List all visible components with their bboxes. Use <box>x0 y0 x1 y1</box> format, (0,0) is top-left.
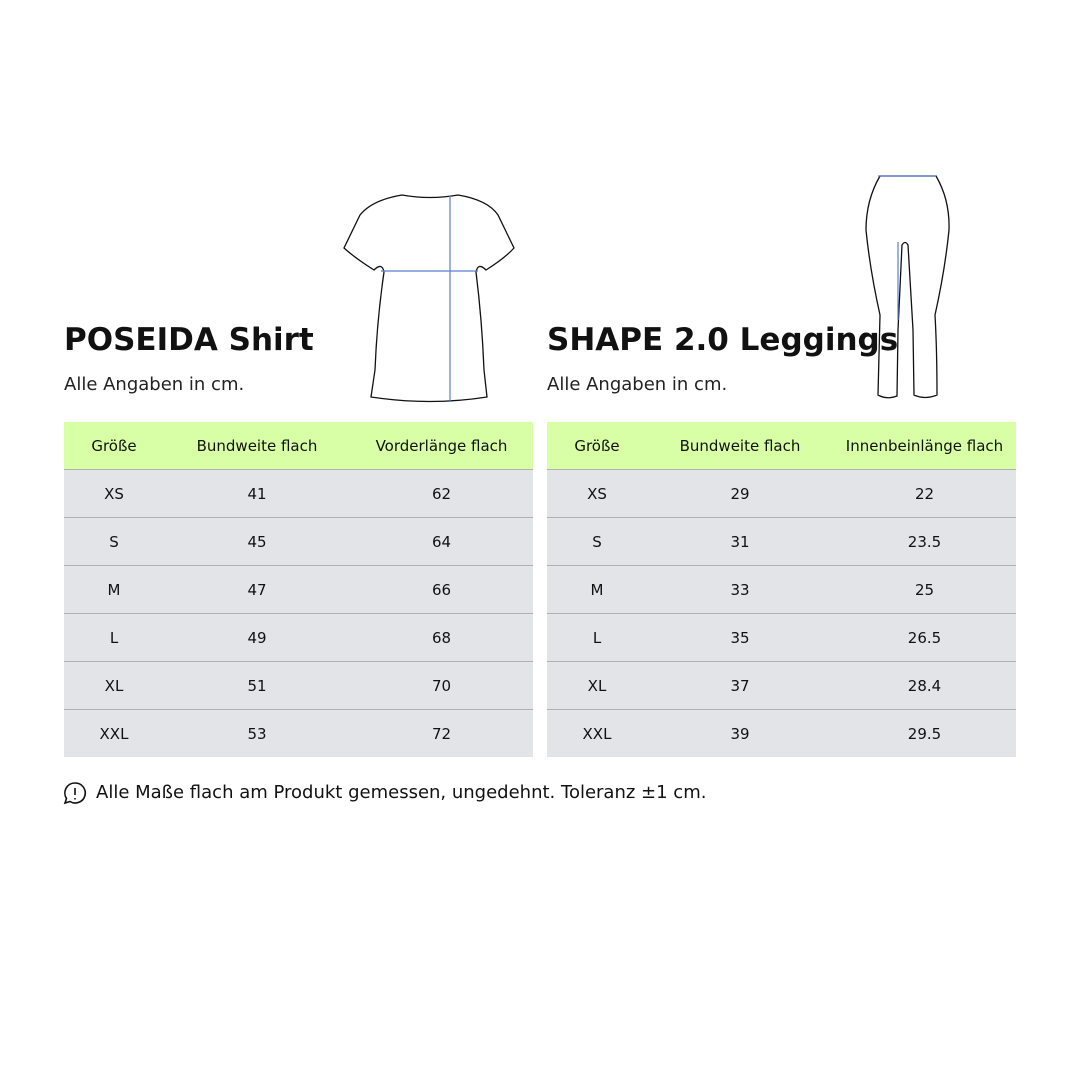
shirt-measures <box>381 196 478 402</box>
table-row: S 31 23.5 <box>547 517 1016 565</box>
table-row: S 45 64 <box>64 517 533 565</box>
table-cell: 41 <box>247 484 267 503</box>
size-table: Größe Bundweite flach Vorderlänge flach XS 4… <box>64 422 533 757</box>
table-cell: 35 <box>730 628 750 647</box>
header-row: Größe Bundweite flach Innenbeinlänge flach <box>547 422 1016 469</box>
table-cell: S <box>592 532 602 551</box>
table-row: XS 41 62 <box>64 469 533 517</box>
header-cell: Größe <box>91 436 137 455</box>
table-row: L 49 68 <box>64 613 533 661</box>
table-cell: 22 <box>914 484 935 503</box>
table-cell: XS <box>587 484 607 503</box>
table-cell: XL <box>587 676 607 695</box>
table-cell: 33 <box>730 580 750 599</box>
table-cell: 25 <box>914 580 935 599</box>
table-cell: 29.5 <box>907 724 942 743</box>
table-cell: 37 <box>730 676 750 695</box>
table-cell: S <box>109 532 119 551</box>
leggings-outline <box>865 175 950 399</box>
table-row: M 47 66 <box>64 565 533 613</box>
table-row: XL 51 70 <box>64 661 533 709</box>
table-row: XL 37 28.4 <box>547 661 1016 709</box>
table-cell: 39 <box>730 724 750 743</box>
header-cell: Bundweite flach <box>196 436 318 455</box>
table-cell: XXL <box>99 724 129 743</box>
table-cell: 28.4 <box>907 676 942 695</box>
table-cell: XXL <box>582 724 612 743</box>
shirt-outline <box>343 194 515 403</box>
table-cell: 62 <box>431 484 452 503</box>
table-cell: 31 <box>730 532 750 551</box>
section-subtitle: Alle Angaben in cm. <box>64 374 245 395</box>
table-cell: 23.5 <box>907 532 942 551</box>
info-icon <box>63 782 87 805</box>
note: Alle Maße flach am Produkt gemessen, ung… <box>96 782 707 803</box>
table-cell: XS <box>104 484 124 503</box>
table-row: XXL 53 72 <box>64 709 533 757</box>
table-cell: 47 <box>247 580 267 599</box>
table-cell: 45 <box>247 532 267 551</box>
header-cell: Innenbeinlänge flach <box>845 436 1004 455</box>
table-cell: 72 <box>431 724 452 743</box>
table-cell: 68 <box>431 628 452 647</box>
header-cell: Vorderlänge flach <box>375 436 508 455</box>
table-row: XS 29 22 <box>547 469 1016 517</box>
leggings-measures <box>878 175 936 320</box>
table-cell: M <box>590 580 604 599</box>
section-subtitle: Alle Angaben in cm. <box>547 374 728 395</box>
table-cell: 53 <box>247 724 267 743</box>
table-cell: 29 <box>730 484 750 503</box>
table-cell: L <box>109 628 119 647</box>
table-cell: L <box>592 628 602 647</box>
size-table: Größe Bundweite flach Innenbeinlänge flach… <box>547 422 1016 757</box>
table-row: XXL 39 29.5 <box>547 709 1016 757</box>
table-cell: XL <box>104 676 124 695</box>
table-cell: 51 <box>247 676 267 695</box>
table-row: M 33 25 <box>547 565 1016 613</box>
header-cell: Bundweite flach <box>679 436 801 455</box>
section-title: POSEIDA Shirt <box>64 322 314 358</box>
header-cell: Größe <box>574 436 620 455</box>
table-cell: 26.5 <box>907 628 942 647</box>
table-cell: 66 <box>431 580 452 599</box>
section-title: SHAPE 2.0 Leggings <box>547 322 899 358</box>
table-cell: 49 <box>247 628 267 647</box>
header-row: Größe Bundweite flach Vorderlänge flach <box>64 422 533 469</box>
table-row: L 35 26.5 <box>547 613 1016 661</box>
table-cell: 64 <box>431 532 452 551</box>
table-cell: M <box>107 580 121 599</box>
table-cell: 70 <box>431 676 452 695</box>
